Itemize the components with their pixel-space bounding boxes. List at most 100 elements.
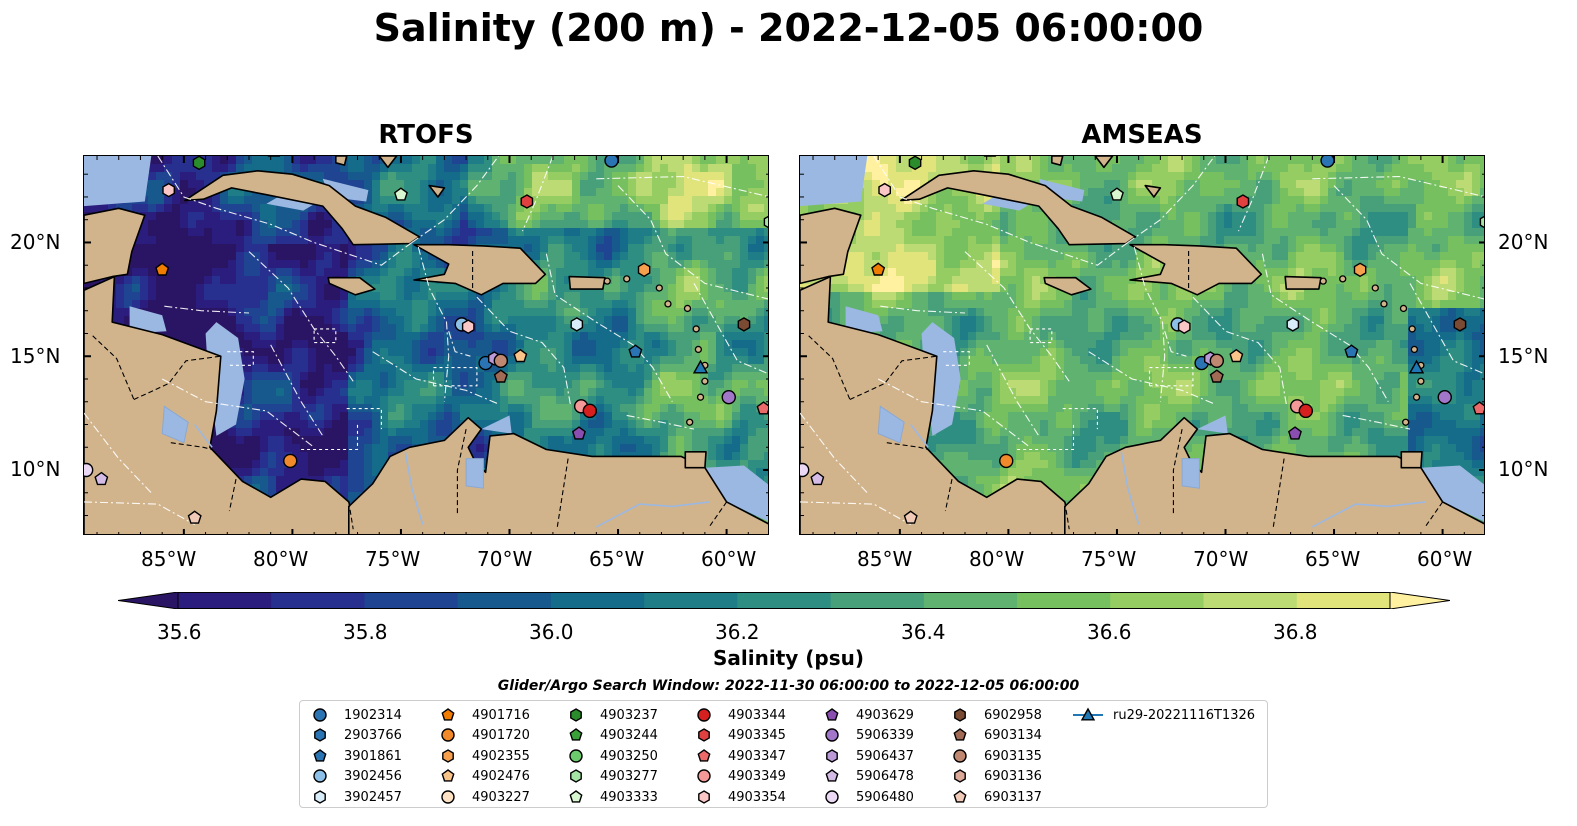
marker-4902355[interactable]	[1353, 262, 1367, 278]
island	[686, 418, 694, 426]
marker-5906478[interactable]	[810, 471, 825, 486]
marker-4903629[interactable]	[571, 426, 586, 440]
legend-symbol[interactable]	[313, 769, 327, 783]
legend-symbol[interactable]	[570, 769, 582, 783]
legend-symbol[interactable]	[569, 790, 583, 803]
legend-symbol[interactable]	[569, 728, 583, 741]
marker-4903347[interactable]	[1472, 401, 1485, 415]
marker-4903333[interactable]	[393, 187, 408, 201]
marker-3902457[interactable]	[1286, 317, 1300, 332]
map-rtofs[interactable]	[83, 155, 769, 535]
marker-ru29-20221116T1326[interactable]	[692, 359, 709, 374]
marker-4903354[interactable]	[461, 319, 475, 335]
legend-symbol[interactable]	[570, 708, 582, 722]
legend-symbol[interactable]	[825, 708, 839, 721]
legend-item-label: 6903134	[984, 727, 1042, 743]
legend-item-4903344: 4903344	[696, 706, 786, 724]
marker-5906339[interactable]	[721, 389, 736, 405]
marker-4902476[interactable]	[1229, 348, 1244, 363]
marker-3902457[interactable]	[570, 317, 584, 332]
marker-6902958[interactable]	[737, 317, 751, 332]
legend-item-label: 6902958	[984, 707, 1042, 723]
marker-3901861[interactable]	[1344, 344, 1359, 358]
marker-4902476[interactable]	[513, 348, 528, 363]
marker-4903354[interactable]	[1177, 319, 1191, 335]
marker-3901861[interactable]	[628, 344, 643, 358]
marker-4903354[interactable]	[878, 182, 892, 198]
lon-label-75w-right: 75°W	[1081, 547, 1137, 571]
country-border	[170, 442, 213, 451]
marker-6903134[interactable]	[493, 369, 508, 383]
marker-4903277[interactable]	[763, 215, 769, 229]
marker-6903135[interactable]	[493, 353, 509, 368]
legend-symbol[interactable]	[441, 728, 455, 742]
marker-4903347[interactable]	[756, 401, 769, 415]
marker-4901716[interactable]	[871, 262, 886, 276]
restricted-area	[1029, 328, 1053, 344]
marker-4903344[interactable]	[582, 403, 598, 419]
legend-symbol[interactable]	[825, 790, 839, 804]
map-amseas[interactable]	[799, 155, 1485, 535]
legend-symbol[interactable]	[825, 728, 839, 742]
eez-boundary	[877, 378, 1031, 448]
marker-5906480[interactable]	[84, 462, 94, 478]
panel-title-amseas: AMSEAS	[1081, 120, 1203, 150]
marker-6903134[interactable]	[1209, 369, 1224, 383]
island	[1380, 300, 1388, 308]
marker-6903135[interactable]	[1209, 353, 1225, 368]
marker-4902355[interactable]	[637, 262, 651, 278]
marker-5906480[interactable]	[800, 462, 810, 478]
marker-1902314[interactable]	[604, 156, 619, 168]
colorbar-tick-36-0: 36.0	[529, 620, 574, 644]
marker-5906339[interactable]	[1437, 389, 1452, 405]
legend-item-label: 5906437	[856, 748, 914, 764]
marker-4903344[interactable]	[1298, 403, 1314, 419]
marker-4903345[interactable]	[1236, 194, 1250, 209]
marker-1902314[interactable]	[1320, 156, 1335, 168]
marker-4903237[interactable]	[192, 156, 206, 171]
legend-symbol[interactable]	[697, 749, 711, 762]
legend-symbol[interactable]	[441, 790, 455, 804]
legend-symbol[interactable]	[569, 749, 583, 763]
legend-symbol[interactable]	[825, 769, 839, 782]
legend-symbol[interactable]	[697, 769, 711, 783]
legend-symbol[interactable]	[697, 708, 711, 722]
legend-symbol[interactable]	[954, 708, 966, 722]
legend-item-label: 4903345	[728, 727, 786, 743]
marker-4903354[interactable]	[162, 182, 176, 198]
marker-4901716[interactable]	[155, 262, 170, 276]
legend-symbol[interactable]	[826, 749, 838, 763]
legend-symbol[interactable]	[953, 749, 967, 763]
marker-4901720[interactable]	[283, 453, 298, 469]
pentagon-marker-icon	[825, 769, 839, 782]
legend-symbol[interactable]	[953, 790, 967, 803]
marker-6903137[interactable]	[903, 510, 918, 524]
legend-symbol[interactable]	[1080, 707, 1096, 721]
legend-symbol[interactable]	[313, 749, 327, 762]
legend-symbol[interactable]	[698, 790, 710, 804]
marker-ru29-20221116T1326[interactable]	[1408, 359, 1425, 374]
legend-symbol[interactable]	[313, 708, 327, 722]
legend-symbol[interactable]	[953, 728, 967, 741]
marker-5906478[interactable]	[94, 471, 109, 486]
marker-4903277[interactable]	[1479, 215, 1485, 229]
marker-6903137[interactable]	[187, 510, 202, 524]
legend-symbol[interactable]	[698, 728, 710, 742]
marker-4903629[interactable]	[1287, 426, 1302, 440]
legend-item-4903347: 4903347	[696, 747, 786, 765]
legend-symbol[interactable]	[441, 769, 455, 782]
legend-symbol[interactable]	[314, 790, 326, 804]
marker-4903237[interactable]	[908, 156, 922, 171]
legend-item-4902355: 4902355	[440, 747, 530, 765]
island	[623, 275, 631, 283]
marker-6902958[interactable]	[1453, 317, 1467, 332]
legend-symbol[interactable]	[314, 728, 326, 742]
legend-symbol[interactable]	[954, 769, 966, 783]
marker-4901720[interactable]	[999, 453, 1014, 469]
eez-boundary	[1237, 156, 1270, 232]
eez-boundary	[1133, 246, 1166, 402]
marker-4903333[interactable]	[1109, 187, 1124, 201]
marker-4903345[interactable]	[520, 194, 534, 209]
legend-symbol[interactable]	[442, 749, 454, 763]
legend-symbol[interactable]	[441, 708, 455, 721]
